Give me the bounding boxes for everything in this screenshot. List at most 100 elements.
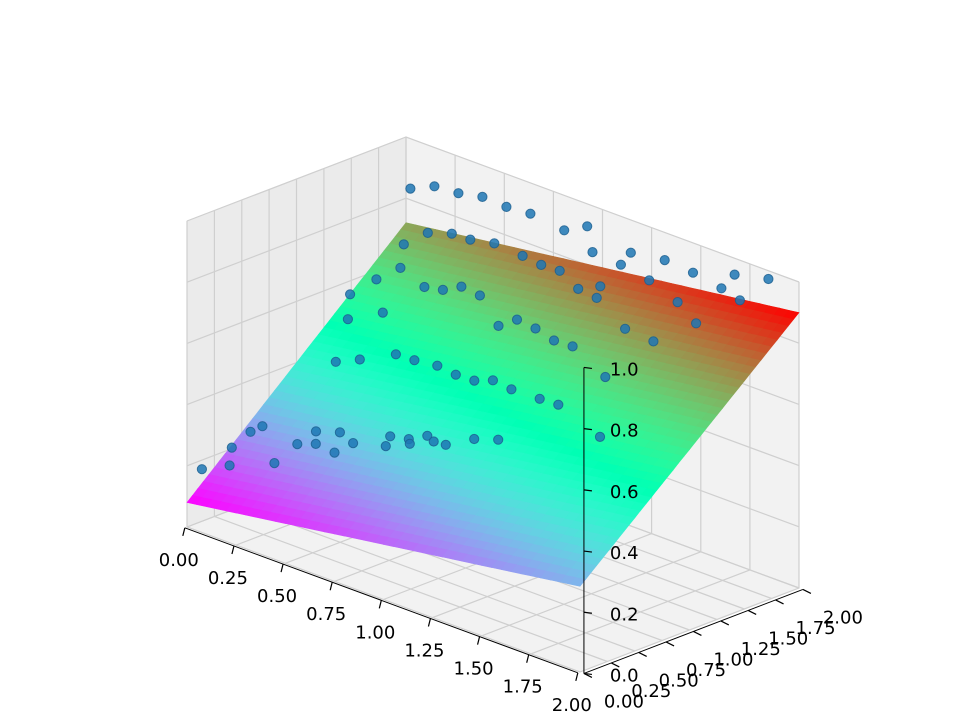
y-tick — [611, 662, 620, 668]
scatter-point — [506, 384, 517, 395]
z-tick — [583, 489, 593, 492]
scatter-point — [450, 369, 461, 380]
z-tick-label: 0.0 — [610, 666, 639, 687]
scatter-point — [453, 188, 464, 199]
z-tick-label: 1.0 — [610, 360, 639, 381]
x-tick — [427, 618, 432, 627]
scatter-point — [429, 181, 440, 192]
scatter-point — [409, 355, 420, 366]
x-tick — [575, 672, 579, 681]
scatter-point — [404, 438, 415, 449]
axes-lines — [182, 366, 812, 681]
x-tick — [378, 600, 382, 609]
scatter-point — [493, 434, 504, 445]
scatter-point — [493, 320, 504, 331]
x-tick — [476, 636, 481, 645]
scatter-point — [573, 283, 584, 294]
x-tick-label: 0.00 — [159, 550, 199, 571]
scatter-point — [405, 183, 416, 194]
scatter-point — [469, 433, 480, 445]
scatter-point — [310, 426, 322, 437]
scatter-point — [428, 436, 439, 447]
y-tick — [693, 630, 702, 636]
scatter-point — [567, 341, 578, 352]
x-tick-label: 1.50 — [454, 659, 494, 680]
scatter-point — [595, 281, 606, 292]
scatter-point — [432, 360, 443, 371]
scatter-point — [489, 238, 500, 249]
scatter-point — [390, 349, 401, 360]
scatter-point — [672, 297, 683, 308]
x-tick-label: 1.75 — [503, 677, 543, 698]
scatter-point — [437, 284, 448, 295]
scatter-point — [659, 255, 670, 266]
scatter-point — [345, 289, 356, 300]
scatter-point — [440, 439, 451, 450]
scatter-point — [395, 262, 406, 273]
scatter-point — [559, 225, 570, 236]
scatter-point — [292, 439, 303, 450]
scatter-point — [342, 314, 353, 325]
scatter-point — [648, 336, 659, 347]
scatter-point — [477, 191, 488, 202]
scatter-point — [625, 247, 636, 258]
x-tick-label: 0.25 — [208, 568, 248, 589]
scatter-point — [716, 283, 727, 294]
x-tick-label: 2.00 — [552, 695, 592, 716]
scatter-point — [456, 281, 467, 292]
scatter-point — [620, 323, 631, 334]
scatter-point — [644, 275, 655, 286]
scatter-point — [587, 247, 598, 258]
scatter-point — [591, 292, 602, 303]
scatter-point — [763, 273, 774, 285]
scatter-point — [310, 438, 321, 449]
y-tick-label: 0.00 — [604, 692, 644, 713]
scatter-point — [594, 431, 606, 442]
z-tick — [583, 428, 593, 431]
y-tick — [720, 620, 730, 626]
y-tick — [775, 599, 784, 605]
scatter-point — [615, 259, 627, 270]
scatter-point — [371, 274, 382, 285]
scatter-point — [226, 442, 237, 453]
y-tick — [747, 609, 757, 615]
scatter-point — [734, 295, 746, 306]
x-tick — [329, 582, 333, 591]
tick-labels: 0.000.250.500.751.001.251.501.752.00 0.00… — [159, 360, 863, 716]
scatter-point — [582, 221, 593, 232]
z-tick — [583, 611, 593, 614]
scatter-point — [348, 438, 359, 449]
x-tick-label: 0.50 — [257, 586, 297, 607]
scatter-point — [245, 426, 256, 437]
y-tick-label: 1.00 — [713, 650, 753, 671]
scatter-point — [422, 430, 433, 441]
y-tick — [665, 641, 675, 647]
scatter-front — [196, 181, 774, 475]
scatter-point — [377, 307, 388, 318]
scatter-point — [530, 323, 541, 334]
scatter-point — [487, 375, 498, 386]
scatter-point — [534, 393, 545, 404]
scatter-point — [330, 356, 341, 367]
scatter-point — [474, 290, 485, 301]
scatter-point — [257, 421, 268, 432]
x-tick — [280, 563, 284, 573]
y-tick-label: 0.25 — [631, 681, 671, 702]
scatter-point — [687, 267, 699, 278]
scatter-point — [419, 281, 430, 293]
scatter-point — [600, 371, 611, 383]
scatter-point — [269, 458, 280, 469]
x-tick — [526, 654, 530, 663]
y-tick-label: 1.25 — [741, 639, 781, 660]
x-tick-label: 1.00 — [355, 622, 395, 643]
y-tick-label: 1.75 — [796, 618, 836, 639]
scatter-point — [196, 464, 207, 475]
x-tick-label: 0.75 — [306, 604, 346, 625]
x-tick — [182, 527, 186, 536]
scatter-point — [517, 250, 528, 261]
y-tick — [802, 588, 812, 594]
scatter-point — [554, 265, 565, 276]
scatter-point — [536, 259, 547, 270]
